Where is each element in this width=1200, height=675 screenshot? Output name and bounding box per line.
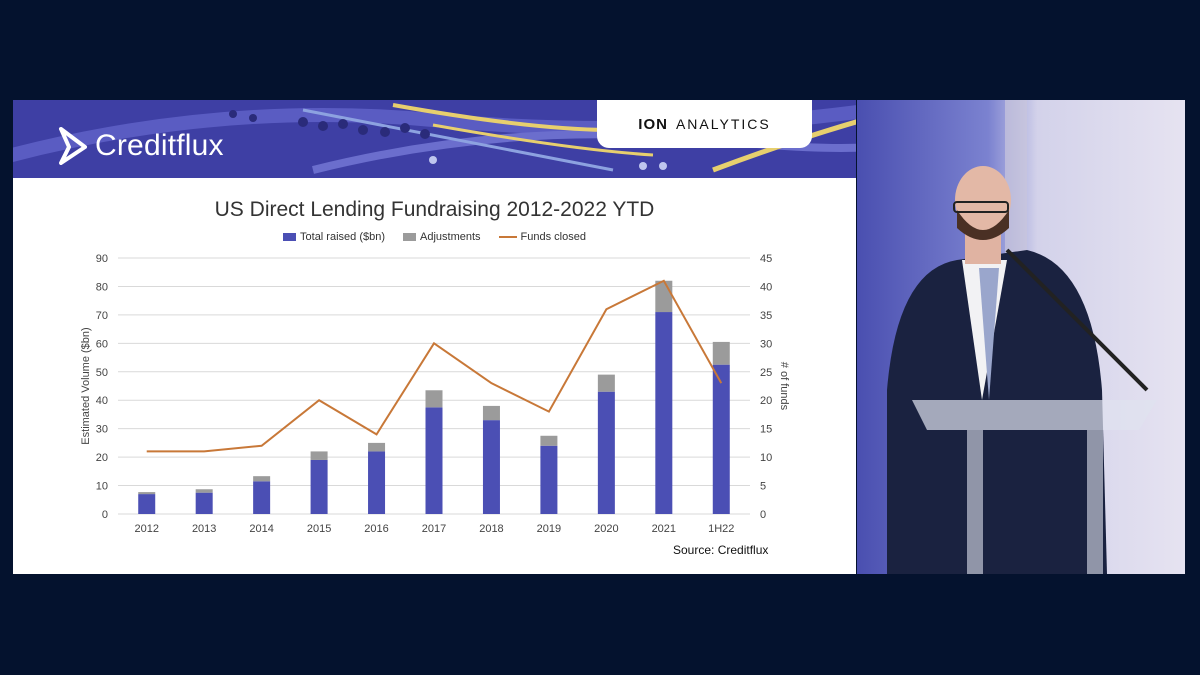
y-tick-label: 20 xyxy=(96,452,108,464)
bar-adjustment xyxy=(138,492,156,495)
y2-tick-label: 20 xyxy=(760,395,772,407)
y-tick-label: 80 xyxy=(96,281,108,293)
speaker-video xyxy=(857,100,1185,574)
bar-adjustment xyxy=(310,451,328,460)
x-tick-label: 2015 xyxy=(307,523,331,535)
slide-banner: Creditflux ION ANALYTICS xyxy=(13,100,856,178)
bar-total xyxy=(712,364,730,514)
x-tick-label: 2013 xyxy=(192,523,216,535)
bar-adjustment xyxy=(195,489,213,493)
bar-adjustment xyxy=(482,405,500,421)
presentation-slide: Creditflux ION ANALYTICS US Direct Lendi… xyxy=(13,100,856,574)
x-tick-label: 2014 xyxy=(249,523,273,535)
legend-item-funds: Funds closed xyxy=(498,231,586,243)
series-line-funds-closed xyxy=(146,279,723,453)
y2-tick-label: 5 xyxy=(760,481,766,493)
legend-swatch-total xyxy=(283,233,297,241)
brand-name: Creditflux xyxy=(95,129,224,162)
x-tick-label: 1H22 xyxy=(708,523,734,535)
y-tick-label: 40 xyxy=(96,395,108,407)
y-tick-label: 50 xyxy=(96,367,108,379)
y2-axis-label: # of funds xyxy=(778,362,790,411)
bar-total xyxy=(655,312,673,514)
bar-total xyxy=(253,481,271,514)
legend-label-funds: Funds closed xyxy=(520,231,586,243)
y2-tick-label: 30 xyxy=(760,338,772,350)
y2-tick-label: 25 xyxy=(760,367,772,379)
bar-adjustment xyxy=(540,435,558,446)
chart-plot: 0 10 20 30 40 50 60 70 80 90 0 5 10 15 20 25 30 35 40 45 Est… xyxy=(80,253,790,535)
x-tick-label: 2017 xyxy=(422,523,446,535)
y-tick-label: 30 xyxy=(96,424,108,436)
speaker-figure xyxy=(887,100,1157,574)
creditflux-logo: Creditflux xyxy=(55,126,224,166)
x-tick-label: 2021 xyxy=(652,523,676,535)
x-tick-label: 2019 xyxy=(537,523,561,535)
y2-tick-label: 45 xyxy=(760,253,772,265)
legend-label-total: Total raised ($bn) xyxy=(300,231,386,243)
bar-total xyxy=(310,459,328,514)
y2-tick-label: 35 xyxy=(760,310,772,322)
bar-total xyxy=(138,494,156,514)
legend-swatch-adjustments xyxy=(403,233,417,241)
bar-total xyxy=(195,492,213,514)
legend-swatch-funds xyxy=(498,236,517,238)
bar-adjustment xyxy=(368,442,386,452)
y2-tick-label: 10 xyxy=(760,452,772,464)
bar-adjustment xyxy=(655,280,673,313)
x-tick-label: 2018 xyxy=(479,523,503,535)
y-tick-label: 90 xyxy=(96,253,108,265)
y-tick-label: 70 xyxy=(96,310,108,322)
bar-total xyxy=(482,420,500,514)
x-tick-label: 2016 xyxy=(364,523,388,535)
legend-item-total: Total raised ($bn) xyxy=(283,231,385,243)
y-tick-label: 0 xyxy=(102,509,108,521)
bar-adjustment xyxy=(425,390,443,408)
bar-adjustment xyxy=(712,341,730,365)
y-tick-label: 60 xyxy=(96,338,108,350)
legend-label-adjustments: Adjustments xyxy=(420,231,481,243)
y2-tick-label: 40 xyxy=(760,281,772,293)
creditflux-mark-icon xyxy=(59,127,87,165)
bar-total xyxy=(597,391,615,514)
ion-analytics-logo: ION ANALYTICS xyxy=(597,100,812,148)
y2-tick-label: 0 xyxy=(760,509,766,521)
y2-tick-label: 15 xyxy=(760,424,772,436)
x-tick-label: 2020 xyxy=(594,523,618,535)
y-tick-label: 10 xyxy=(96,481,108,493)
chart-title: US Direct Lending Fundraising 2012-2022 … xyxy=(214,198,655,221)
chart-source: Source: Creditflux xyxy=(673,543,769,557)
y-axis-label: Estimated Volume ($bn) xyxy=(80,327,92,444)
bar-total xyxy=(368,451,386,514)
legend-item-adjustments: Adjustments xyxy=(403,231,481,243)
analytics-text: ANALYTICS xyxy=(675,116,771,132)
bar-adjustment xyxy=(253,476,271,482)
bar-adjustment xyxy=(597,374,615,392)
x-tick-label: 2012 xyxy=(134,523,158,535)
ion-mark: ION xyxy=(638,115,668,133)
bar-total xyxy=(540,445,558,514)
chart-legend: Total raised ($bn) Adjustments Funds clo… xyxy=(13,231,856,243)
bar-total xyxy=(425,407,443,514)
